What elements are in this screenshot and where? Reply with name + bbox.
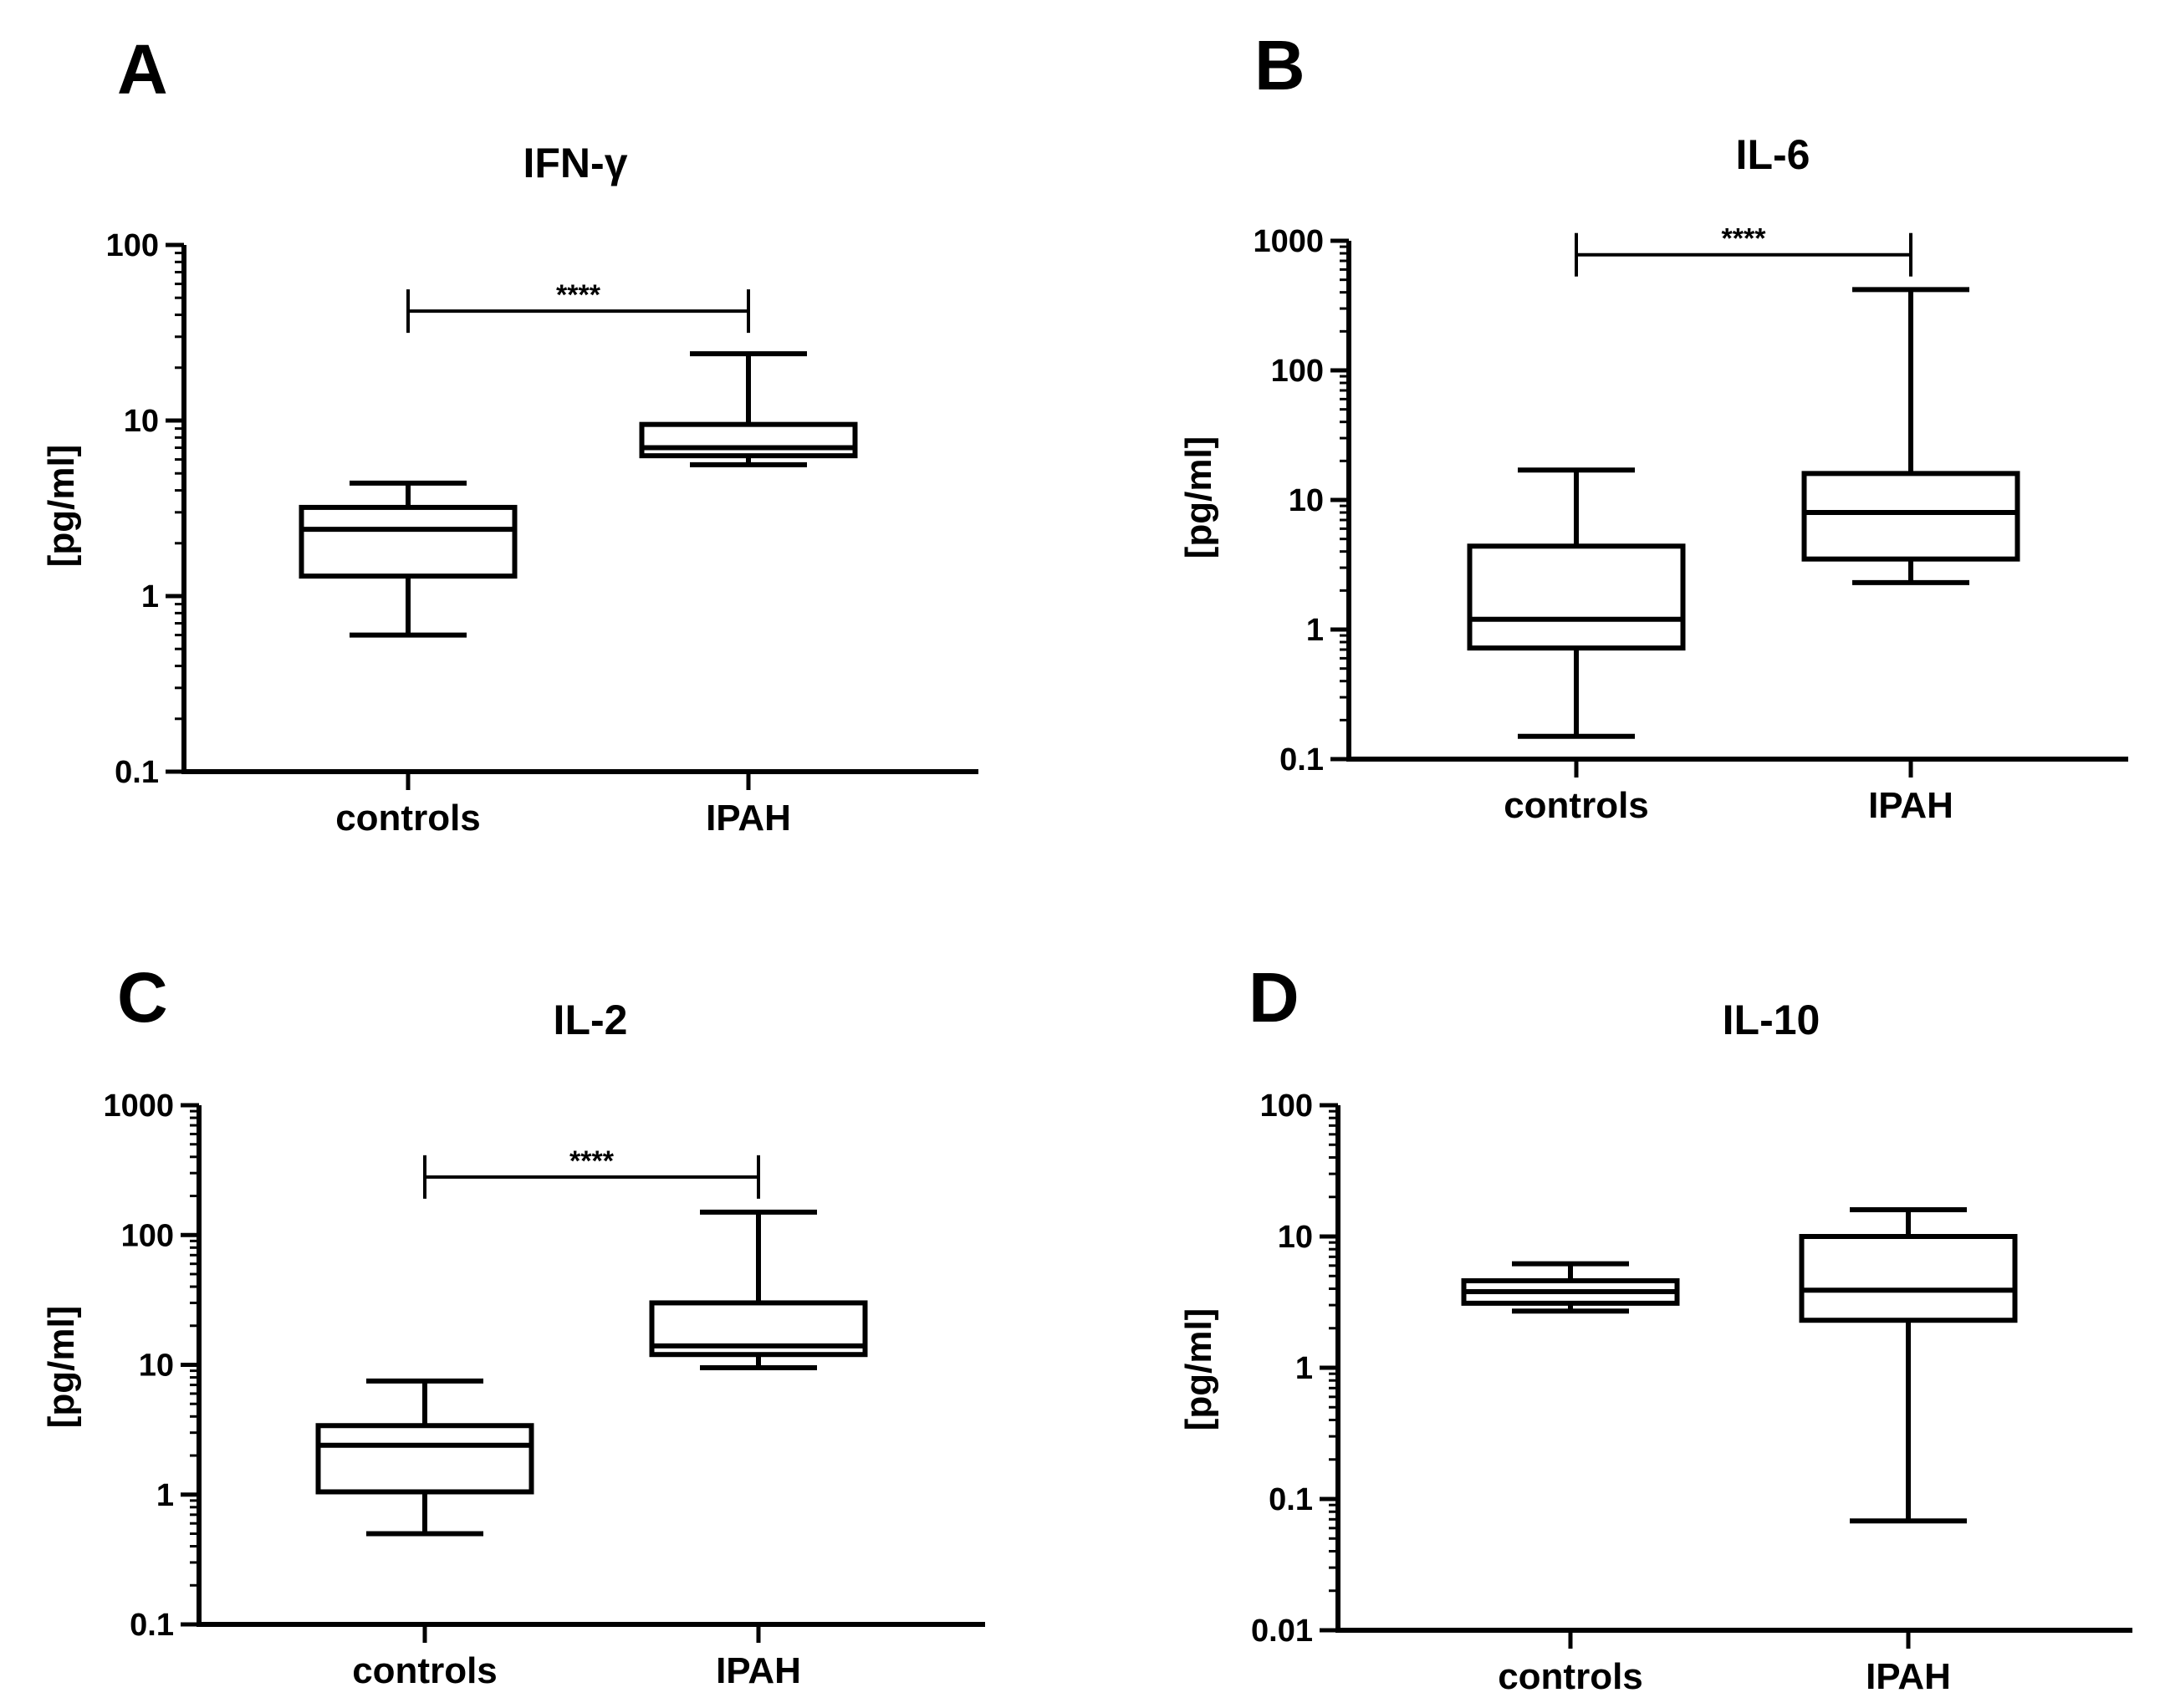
panel-c: C IL-2 [pg/ml] 0.1 1 10 100 1000 controls IPAH…	[41, 958, 985, 1691]
box-iqr	[1467, 543, 1686, 651]
y-tick-label: 1	[141, 579, 159, 614]
y-tick-label: 0.01	[1251, 1614, 1313, 1649]
y-tick-label: 1	[1295, 1351, 1313, 1386]
box-iqr	[299, 504, 518, 579]
panel-letter-d: D	[1249, 958, 1300, 1037]
panel-d-title: IL-10	[1723, 997, 1820, 1043]
y-tick-label: 100	[106, 228, 159, 263]
y-tick-label: 100	[1271, 354, 1324, 389]
box-iqr	[1801, 471, 2020, 562]
y-tick-label: 10	[1278, 1220, 1313, 1255]
panel-c-plot: 0.1 1 10 100 1000 controls IPAH ****	[103, 1089, 985, 1691]
box-iqr	[1799, 1234, 2018, 1323]
panel-b: B IL-6 [pg/ml] 0.1 1 10 100 1000 controls IPAH…	[1178, 26, 2128, 826]
panel-d-plot: 0.01 0.1 1 10 100 controls IPAH	[1251, 1089, 2132, 1697]
y-tick-label: 1	[156, 1478, 174, 1513]
box-iqr	[315, 1423, 534, 1495]
panel-c-ylabel: [pg/ml]	[41, 1306, 82, 1429]
significance-label: ****	[556, 279, 601, 311]
y-tick-label: 100	[121, 1218, 174, 1253]
y-tick-label: 0.1	[115, 755, 159, 790]
panel-d-ylabel: [pg/ml]	[1178, 1308, 1219, 1431]
panel-a: A IFN-γ [pg/ml] 0.1 1 10 100 controls IPAH ***…	[41, 30, 978, 839]
y-tick-label: 10	[139, 1349, 174, 1384]
category-label: controls	[352, 1650, 498, 1691]
panel-b-ylabel: [pg/ml]	[1178, 436, 1219, 559]
category-label: controls	[1498, 1656, 1643, 1697]
panel-a-title: IFN-γ	[523, 140, 628, 186]
panel-letter-b: B	[1254, 26, 1305, 105]
y-tick-label: 1000	[103, 1089, 174, 1124]
category-label: IPAH	[1868, 785, 1953, 826]
significance-label: ****	[1722, 223, 1767, 255]
category-label: IPAH	[1866, 1656, 1951, 1697]
panel-letter-c: C	[117, 958, 168, 1037]
panel-letter-a: A	[117, 30, 168, 109]
y-tick-label: 100	[1260, 1089, 1313, 1124]
panel-a-ylabel: [pg/ml]	[41, 445, 82, 568]
y-tick-label: 10	[124, 404, 159, 439]
y-tick-label: 0.1	[130, 1608, 174, 1643]
significance-label: ****	[569, 1145, 615, 1177]
panel-c-title: IL-2	[554, 997, 628, 1043]
y-tick-label: 1000	[1253, 224, 1324, 259]
y-tick-label: 10	[1289, 483, 1324, 518]
y-tick-label: 0.1	[1279, 742, 1324, 778]
panel-d: D IL-10 [pg/ml] 0.01 0.1 1 10 100 controls IPA…	[1178, 958, 2132, 1697]
category-label: IPAH	[706, 798, 791, 839]
panel-a-plot: 0.1 1 10 100 controls IPAH ****	[106, 228, 978, 839]
category-label: IPAH	[716, 1650, 801, 1691]
category-label: controls	[1504, 785, 1649, 826]
y-tick-label: 1	[1306, 613, 1324, 648]
y-tick-label: 0.1	[1269, 1482, 1313, 1517]
panel-b-plot: 0.1 1 10 100 1000 controls IPAH ****	[1253, 223, 2128, 826]
category-label: controls	[335, 798, 481, 839]
box-iqr	[639, 421, 858, 459]
panel-b-title: IL-6	[1736, 131, 1810, 178]
